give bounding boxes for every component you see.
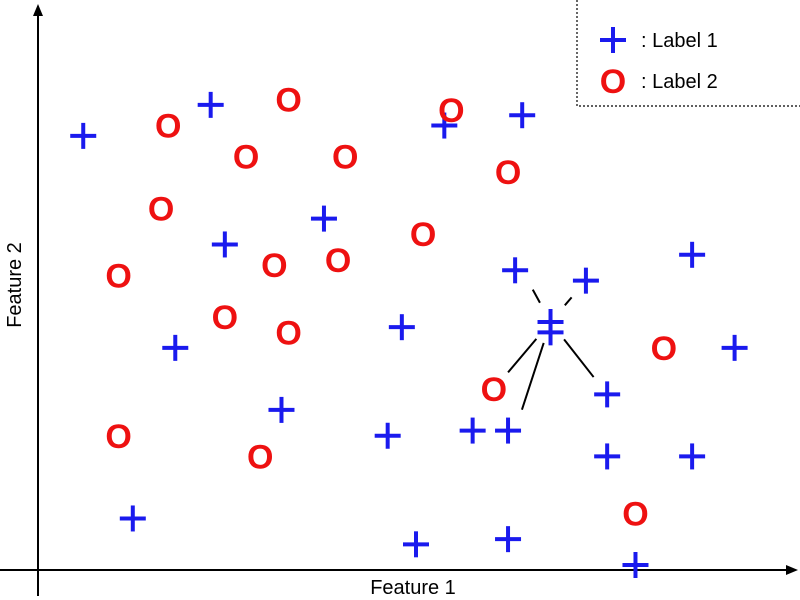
label-1-point (502, 257, 529, 284)
label-2-point: O (495, 154, 521, 192)
label-1-point (594, 381, 621, 408)
label-1-point (594, 443, 621, 470)
legend: : Label 1 O : Label 2 (576, 0, 800, 107)
label-1-point (119, 505, 146, 532)
label-1-point (495, 526, 522, 553)
label-2-point: O (155, 108, 181, 146)
label-2-point: O (651, 330, 677, 368)
label-1-point (622, 552, 649, 578)
label-2-point: O (247, 438, 273, 476)
label-1-point (679, 443, 706, 470)
y-axis-arrow (33, 4, 43, 16)
label-1-point (495, 417, 522, 444)
axes: Feature 1 Feature 2 (0, 4, 798, 599)
label-2-point: O (212, 299, 238, 337)
label-2-point: O (148, 190, 174, 228)
label-2-point: O (410, 216, 436, 254)
label-2-point: O (261, 247, 287, 285)
label-1-point (572, 267, 599, 294)
label-2-point: O (438, 92, 464, 130)
label-1-point (310, 205, 337, 232)
neighbor-line (563, 338, 595, 378)
label-1-point (211, 231, 238, 258)
x-axis-arrow (786, 565, 798, 575)
neighbor-line (507, 338, 538, 374)
label-2-point: O (622, 495, 648, 533)
legend-marker-label-2: O (600, 63, 626, 101)
neighbor-lines (507, 289, 595, 410)
label-1-point (679, 241, 706, 268)
label-1-point (403, 531, 429, 558)
label-2-point: O (105, 418, 131, 456)
label-2-point: O (105, 257, 131, 295)
neighbor-line (531, 289, 541, 304)
neighbor-line (520, 342, 545, 410)
label-1-point (431, 112, 458, 139)
label-2-point: O (233, 139, 259, 177)
label-1-point (197, 91, 224, 118)
x-axis-label: Feature 1 (370, 577, 456, 599)
label-1-point (162, 334, 189, 361)
label-1-point (388, 314, 415, 341)
label-2-point: O (325, 242, 351, 280)
y-axis-label: Feature 2 (4, 242, 26, 328)
label-1-point (721, 334, 748, 361)
label-2-point: O (481, 371, 507, 409)
label-2-point: O (332, 139, 358, 177)
label-2-point: O (275, 314, 301, 352)
legend-label: : Label 2 (641, 71, 718, 93)
legend-label: : Label 1 (641, 30, 718, 52)
label-1-point (70, 122, 97, 149)
legend-box (576, 0, 800, 107)
label-1-point (374, 422, 401, 449)
neighbor-line (564, 296, 573, 306)
label-1-point (459, 417, 486, 444)
legend-marker-label-1 (600, 27, 626, 53)
label-2-point: O (275, 82, 301, 120)
query-point (537, 309, 564, 336)
label-1-point (268, 396, 295, 423)
label-1-point (509, 102, 536, 129)
